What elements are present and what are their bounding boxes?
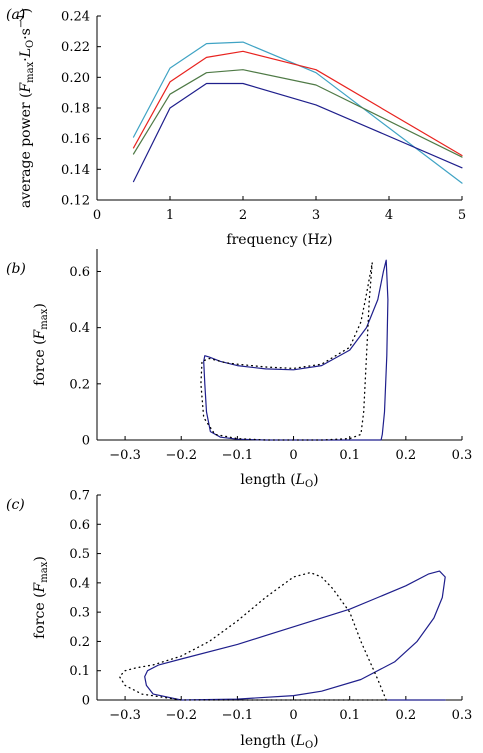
y-tick-label: 0.22 bbox=[61, 40, 90, 55]
panel-label: (a) bbox=[6, 7, 25, 23]
x-tick-label: 3 bbox=[312, 208, 320, 223]
y-tick-label: 0.7 bbox=[69, 489, 90, 504]
series-line-1 bbox=[203, 259, 389, 441]
series-line-2 bbox=[132, 50, 463, 157]
y-tick-label: 0 bbox=[82, 434, 90, 449]
y-axis-label: force (Fmax) bbox=[32, 303, 50, 386]
x-axis-label: length (LO) bbox=[240, 733, 318, 751]
chart-panel-c: −0.3 −0.2 −0.1 0 0.1 0.2 0.3 0 0.1 0.2 0.3 0.4 0.5 0.… bbox=[6, 489, 472, 752]
series-line-1 bbox=[144, 570, 446, 701]
y-tick-label: 0.2 bbox=[69, 377, 90, 392]
x-tick-label: 0.1 bbox=[339, 448, 360, 463]
y-tick-label: 0.6 bbox=[69, 265, 90, 280]
chart-panel-a: 0 1 2 3 4 5 0.12 0.14 0.16 0.18 0.20 0.22 0.24 (a) fre… bbox=[6, 7, 466, 248]
x-tick-label: −0.1 bbox=[222, 708, 254, 723]
x-tick-label: −0.3 bbox=[109, 708, 141, 723]
y-tick-label: 0.18 bbox=[61, 102, 90, 117]
x-tick-label: 1 bbox=[166, 208, 174, 223]
x-tick-label: 0.3 bbox=[452, 708, 473, 723]
y-tick-label: 0.2 bbox=[69, 635, 90, 650]
series-line-3 bbox=[132, 69, 463, 158]
x-axis-label: frequency (Hz) bbox=[226, 232, 332, 248]
y-axis-label: force (Fmax) bbox=[32, 556, 50, 639]
x-tick-label: −0.1 bbox=[222, 448, 254, 463]
x-tick-label: 0 bbox=[289, 708, 297, 723]
y-tick-label: 0.14 bbox=[61, 163, 90, 178]
y-tick-label: 0.5 bbox=[69, 547, 90, 562]
x-tick-label: 0.2 bbox=[396, 708, 417, 723]
series-line-2 bbox=[200, 262, 373, 441]
x-tick-label: 0.3 bbox=[452, 448, 473, 463]
series-line-1 bbox=[132, 41, 463, 184]
series-line-4 bbox=[132, 82, 463, 183]
x-tick-label: −0.2 bbox=[165, 448, 197, 463]
x-tick-label: 0 bbox=[289, 448, 297, 463]
x-tick-label: 0 bbox=[93, 208, 101, 223]
panel-label: (c) bbox=[6, 497, 25, 513]
y-tick-label: 0 bbox=[82, 694, 90, 709]
y-axis-label: average power (Fmax·LO·s−1) bbox=[16, 8, 36, 208]
y-tick-label: 0.4 bbox=[69, 321, 90, 336]
y-tick-label: 0.20 bbox=[61, 71, 90, 86]
x-tick-label: −0.3 bbox=[109, 448, 141, 463]
series-line-3 bbox=[118, 571, 387, 701]
y-tick-label: 0.12 bbox=[61, 194, 90, 209]
chart-panel-b: −0.3 −0.2 −0.1 0 0.1 0.2 0.3 0 0.2 0.4 0.6 (b) lengt… bbox=[6, 249, 472, 490]
x-tick-label: 4 bbox=[385, 208, 393, 223]
y-tick-label: 0.3 bbox=[69, 606, 90, 621]
y-tick-label: 0.24 bbox=[61, 10, 90, 25]
x-tick-label: 5 bbox=[458, 208, 466, 223]
y-tick-label: 0.1 bbox=[69, 664, 90, 679]
y-tick-label: 0.4 bbox=[69, 576, 90, 591]
x-tick-label: −0.2 bbox=[165, 708, 197, 723]
y-tick-label: 0.16 bbox=[61, 132, 90, 147]
x-tick-label: 0.2 bbox=[396, 448, 417, 463]
y-tick-label: 0.6 bbox=[69, 518, 90, 533]
x-axis-label: length (LO) bbox=[240, 472, 318, 490]
x-tick-label: 0.1 bbox=[339, 708, 360, 723]
panel-label: (b) bbox=[6, 261, 26, 277]
x-tick-label: 2 bbox=[239, 208, 247, 223]
